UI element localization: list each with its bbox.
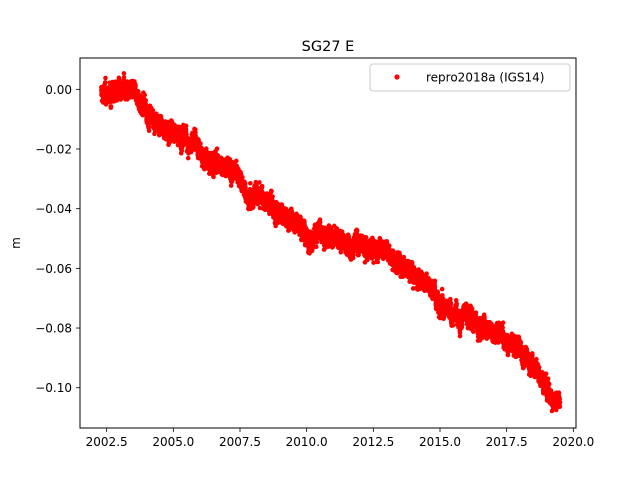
data-point xyxy=(214,146,220,152)
data-point xyxy=(147,124,152,130)
data-point xyxy=(363,235,369,240)
data-point xyxy=(198,141,203,147)
data-point xyxy=(150,108,156,113)
data-point xyxy=(259,183,265,189)
data-point xyxy=(179,148,185,153)
data-point xyxy=(460,322,465,327)
data-point xyxy=(457,333,463,339)
data-point xyxy=(240,174,245,180)
data-point xyxy=(121,71,127,76)
data-point xyxy=(257,180,262,185)
data-point xyxy=(448,301,454,307)
data-point xyxy=(317,220,323,225)
data-point xyxy=(439,286,445,292)
data-point xyxy=(103,75,108,81)
data-point xyxy=(454,301,459,306)
data-point xyxy=(146,128,152,134)
data-point xyxy=(185,155,191,161)
data-point xyxy=(269,188,274,194)
data-point xyxy=(102,80,108,85)
data-point xyxy=(243,184,248,190)
data-point xyxy=(234,158,239,164)
data-point xyxy=(121,75,127,80)
data-point xyxy=(432,278,438,284)
data-point xyxy=(143,98,149,103)
data-point xyxy=(135,89,141,94)
data-point xyxy=(450,323,456,328)
data-point xyxy=(270,194,275,199)
data-point xyxy=(248,180,253,186)
data-point xyxy=(183,123,189,129)
data-point xyxy=(386,243,392,249)
data-point xyxy=(391,249,396,255)
data-point xyxy=(313,244,319,250)
data-point xyxy=(354,228,360,233)
series-points xyxy=(99,71,563,414)
data-point xyxy=(211,174,216,180)
data-point xyxy=(108,104,114,109)
plot-area xyxy=(79,57,577,429)
chart-title: SG27 E xyxy=(302,39,355,55)
data-point xyxy=(143,101,149,107)
data-point xyxy=(133,83,138,89)
data-point xyxy=(142,92,147,98)
